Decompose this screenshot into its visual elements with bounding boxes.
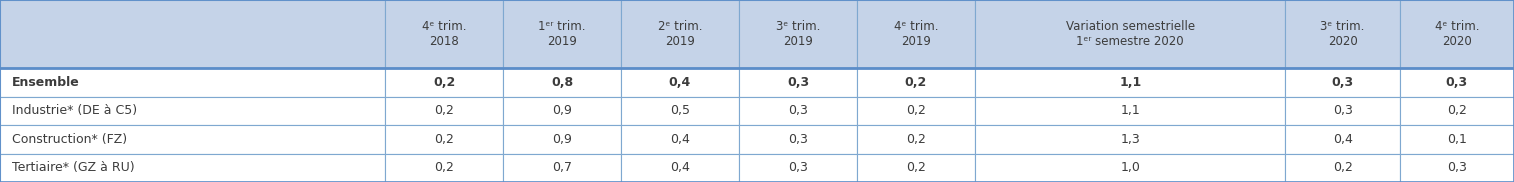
Bar bbox=[621, 68, 739, 96]
Bar bbox=[857, 153, 975, 182]
Text: 3ᵉ trim.
2020: 3ᵉ trim. 2020 bbox=[1320, 20, 1364, 48]
Text: 0,3: 0,3 bbox=[1331, 76, 1354, 89]
Text: 2ᵉ trim.
2019: 2ᵉ trim. 2019 bbox=[657, 20, 702, 48]
Text: 0,4: 0,4 bbox=[671, 133, 690, 146]
Text: 0,2: 0,2 bbox=[905, 133, 927, 146]
Text: Variation semestrielle
1ᵉʳ semestre 2020: Variation semestrielle 1ᵉʳ semestre 2020 bbox=[1066, 20, 1195, 48]
Bar bbox=[1400, 125, 1514, 153]
Bar bbox=[621, 0, 739, 68]
Text: 3ᵉ trim.
2019: 3ᵉ trim. 2019 bbox=[775, 20, 821, 48]
Text: 0,3: 0,3 bbox=[789, 161, 808, 174]
Text: 0,2: 0,2 bbox=[435, 133, 454, 146]
Bar bbox=[385, 153, 503, 182]
Text: Industrie* (DE à C5): Industrie* (DE à C5) bbox=[12, 104, 138, 117]
Bar bbox=[503, 68, 621, 96]
Bar bbox=[385, 68, 503, 96]
Bar bbox=[1285, 96, 1400, 125]
Text: 0,2: 0,2 bbox=[1447, 104, 1467, 117]
Text: 0,2: 0,2 bbox=[433, 76, 456, 89]
Text: 0,9: 0,9 bbox=[553, 104, 572, 117]
Bar bbox=[739, 68, 857, 96]
Text: Ensemble: Ensemble bbox=[12, 76, 80, 89]
Text: 0,4: 0,4 bbox=[1332, 133, 1352, 146]
Bar bbox=[503, 153, 621, 182]
Bar bbox=[621, 96, 739, 125]
Bar bbox=[1285, 68, 1400, 96]
Text: Construction* (FZ): Construction* (FZ) bbox=[12, 133, 127, 146]
Text: Tertiaire* (GZ à RU): Tertiaire* (GZ à RU) bbox=[12, 161, 135, 174]
Bar bbox=[975, 68, 1285, 96]
Bar bbox=[503, 125, 621, 153]
Bar bbox=[0, 125, 385, 153]
Bar bbox=[621, 153, 739, 182]
Bar bbox=[503, 0, 621, 68]
Bar bbox=[0, 68, 385, 96]
Bar bbox=[857, 96, 975, 125]
Text: 0,4: 0,4 bbox=[671, 161, 690, 174]
Text: 0,2: 0,2 bbox=[435, 104, 454, 117]
Bar bbox=[1285, 153, 1400, 182]
Text: 0,7: 0,7 bbox=[553, 161, 572, 174]
Text: 0,3: 0,3 bbox=[1446, 76, 1469, 89]
Text: 0,2: 0,2 bbox=[435, 161, 454, 174]
Bar bbox=[503, 96, 621, 125]
Text: 0,3: 0,3 bbox=[787, 76, 808, 89]
Bar bbox=[1400, 153, 1514, 182]
Text: 1,3: 1,3 bbox=[1120, 133, 1140, 146]
Bar bbox=[739, 153, 857, 182]
Text: 0,2: 0,2 bbox=[905, 104, 927, 117]
Bar bbox=[0, 96, 385, 125]
Bar bbox=[385, 96, 503, 125]
Bar bbox=[0, 153, 385, 182]
Bar bbox=[1285, 0, 1400, 68]
Text: 0,3: 0,3 bbox=[789, 133, 808, 146]
Text: 0,2: 0,2 bbox=[905, 161, 927, 174]
Bar bbox=[385, 125, 503, 153]
Bar bbox=[857, 0, 975, 68]
Bar bbox=[857, 125, 975, 153]
Bar bbox=[739, 125, 857, 153]
Text: 0,8: 0,8 bbox=[551, 76, 574, 89]
Text: 4ᵉ trim.
2019: 4ᵉ trim. 2019 bbox=[893, 20, 939, 48]
Text: 1ᵉʳ trim.
2019: 1ᵉʳ trim. 2019 bbox=[539, 20, 586, 48]
Text: 0,2: 0,2 bbox=[1332, 161, 1352, 174]
Text: 1,1: 1,1 bbox=[1120, 104, 1140, 117]
Text: 0,3: 0,3 bbox=[789, 104, 808, 117]
Bar bbox=[857, 68, 975, 96]
Text: 4ᵉ trim.
2018: 4ᵉ trim. 2018 bbox=[422, 20, 466, 48]
Text: 0,3: 0,3 bbox=[1447, 161, 1467, 174]
Bar bbox=[1400, 96, 1514, 125]
Bar bbox=[621, 125, 739, 153]
Text: 0,9: 0,9 bbox=[553, 133, 572, 146]
Text: 1,1: 1,1 bbox=[1119, 76, 1142, 89]
Text: 0,5: 0,5 bbox=[671, 104, 690, 117]
Bar bbox=[739, 0, 857, 68]
Bar bbox=[0, 0, 385, 68]
Text: 0,4: 0,4 bbox=[669, 76, 690, 89]
Bar bbox=[975, 0, 1285, 68]
Text: 1,0: 1,0 bbox=[1120, 161, 1140, 174]
Bar bbox=[1400, 0, 1514, 68]
Text: 0,1: 0,1 bbox=[1447, 133, 1467, 146]
Bar bbox=[975, 153, 1285, 182]
Bar bbox=[1400, 68, 1514, 96]
Bar bbox=[1285, 125, 1400, 153]
Bar bbox=[739, 96, 857, 125]
Bar bbox=[975, 96, 1285, 125]
Text: 0,3: 0,3 bbox=[1332, 104, 1352, 117]
Text: 0,2: 0,2 bbox=[905, 76, 927, 89]
Bar bbox=[385, 0, 503, 68]
Text: 4ᵉ trim.
2020: 4ᵉ trim. 2020 bbox=[1435, 20, 1479, 48]
Bar bbox=[975, 125, 1285, 153]
